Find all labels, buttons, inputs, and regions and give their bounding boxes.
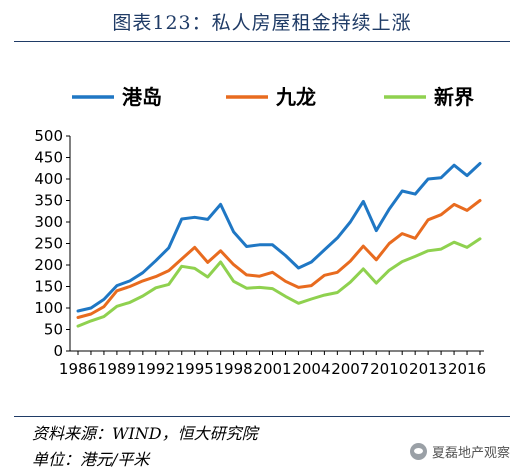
y-tick-label: 350 — [34, 192, 63, 210]
x-tick-label: 1995 — [176, 360, 214, 378]
x-tick-label: 2013 — [409, 360, 447, 378]
y-tick-label: 500 — [34, 127, 63, 145]
x-tick-label: 2016 — [448, 360, 486, 378]
y-tick-label: 200 — [34, 256, 63, 274]
x-tick-label: 2001 — [253, 360, 291, 378]
y-tick-label: 150 — [34, 278, 63, 296]
watermark: 夏磊地产观察 — [409, 442, 510, 461]
wechat-icon — [409, 443, 427, 460]
y-tick-label: 0 — [53, 342, 63, 360]
x-tick-label: 1986 — [59, 360, 97, 378]
source-note: 资料来源：WIND，恒大研究院 — [32, 424, 258, 443]
y-tick-label: 100 — [34, 299, 63, 317]
chart-title: 图表123：私人房屋租金持续上涨 — [112, 12, 412, 34]
x-tick-label: 2010 — [370, 360, 408, 378]
y-tick-label: 300 — [34, 213, 63, 231]
series-line-九龙 — [76, 199, 482, 319]
y-tick-label: 250 — [34, 235, 63, 253]
y-tick-label: 50 — [44, 321, 63, 339]
legend-label: 港岛 — [122, 85, 162, 109]
unit-note: 单位：港元/平米 — [32, 450, 150, 469]
x-tick-label: 1992 — [137, 360, 175, 378]
footer-divider — [14, 416, 510, 417]
legend-label: 九龙 — [275, 85, 316, 109]
series-line-港岛 — [76, 162, 482, 313]
x-tick-label: 2007 — [331, 360, 369, 378]
series-line-新界 — [76, 237, 482, 328]
y-tick-label: 450 — [34, 149, 63, 167]
x-tick-label: 1989 — [98, 360, 136, 378]
watermark-text: 夏磊地产观察 — [431, 446, 510, 461]
legend-label: 新界 — [434, 85, 474, 109]
x-tick-label: 2004 — [292, 360, 330, 378]
title-divider — [14, 41, 510, 42]
x-tick-label: 1998 — [215, 360, 253, 378]
y-tick-label: 400 — [34, 170, 63, 188]
